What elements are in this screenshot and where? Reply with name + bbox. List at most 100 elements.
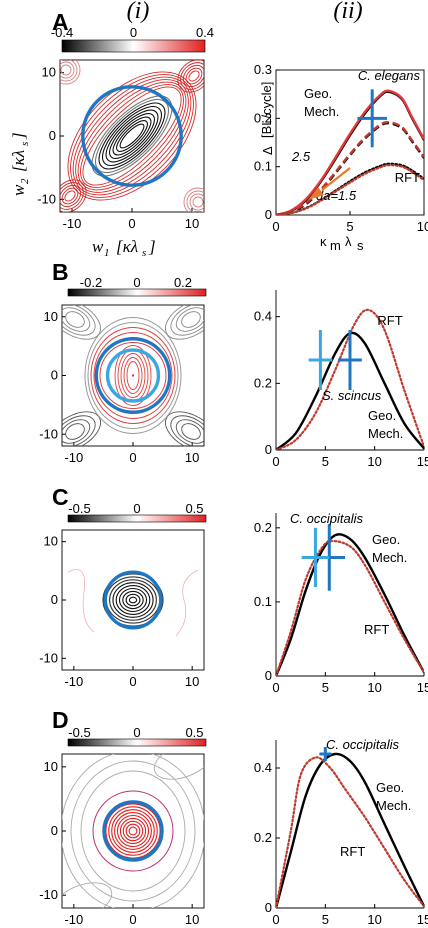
svg-text:]: ] xyxy=(148,237,156,256)
annotation-label: RFT xyxy=(340,844,365,859)
contour-line xyxy=(61,187,79,205)
center-dot xyxy=(131,374,135,377)
y-tick-label: -10 xyxy=(39,650,58,665)
contour-line xyxy=(122,820,144,842)
contour-field xyxy=(60,60,204,212)
contour-line xyxy=(185,67,203,85)
svg-text:[κλ: [κλ xyxy=(116,237,138,256)
series-line xyxy=(276,308,424,450)
contour-line xyxy=(181,311,201,328)
contour-line xyxy=(62,754,204,908)
contour-line xyxy=(62,419,91,444)
contour-line xyxy=(175,569,199,637)
contour-line xyxy=(119,817,147,845)
colorbar-tick-label: 0.5 xyxy=(185,725,203,740)
series-group xyxy=(276,533,424,676)
series-group xyxy=(276,89,424,215)
gait-circle xyxy=(94,337,172,414)
colorbar-tick-label: 0 xyxy=(133,725,140,740)
contour-line xyxy=(62,305,96,336)
x-tick-label: 5 xyxy=(322,680,329,695)
contour-line xyxy=(65,311,85,328)
gait-circle xyxy=(103,570,163,630)
column-header-i: (i) xyxy=(127,0,150,24)
contour-field xyxy=(62,305,204,446)
svg-text:2: 2 xyxy=(19,178,31,184)
y-tick-label: 0 xyxy=(265,207,272,222)
contour-line xyxy=(87,322,179,429)
svg-text:κ: κ xyxy=(320,234,327,249)
series-line xyxy=(276,120,424,215)
y-tick-label: 0.2 xyxy=(254,830,272,845)
x-tick-label: 10 xyxy=(367,680,381,695)
y-tick-label: 0 xyxy=(265,900,272,915)
contour-line xyxy=(120,353,146,398)
panel-a-right-xlabel: κ m λ s xyxy=(320,234,364,253)
contour-line xyxy=(118,587,148,613)
contour-line xyxy=(62,415,96,446)
y-tick-label: 0.3 xyxy=(254,62,272,77)
contour-line xyxy=(98,102,166,170)
x-tick-label: -10 xyxy=(63,216,82,231)
contour-line xyxy=(175,419,204,444)
annotation-label: Mech. xyxy=(372,550,407,565)
y-tick-label: 10 xyxy=(42,65,56,80)
contour-line xyxy=(70,760,196,902)
contour-line xyxy=(60,60,78,82)
svg-text:w: w xyxy=(92,237,104,256)
gait-circle xyxy=(105,348,161,403)
y-tick-label: 0.2 xyxy=(254,520,272,535)
contour-line xyxy=(60,184,82,208)
contour-line xyxy=(115,585,151,615)
contour-line xyxy=(109,579,157,621)
annotation-label: Mech. xyxy=(376,798,411,813)
series-line xyxy=(276,756,424,908)
panel-a-ylabel: w 2 [κλ s ] xyxy=(9,132,31,196)
panel-label-c: C xyxy=(52,484,69,510)
contour-line xyxy=(72,76,192,196)
x-tick-label: 10 xyxy=(417,219,428,234)
x-tick-label: 10 xyxy=(367,454,381,469)
y-tick-label: 0 xyxy=(51,823,58,838)
contour-line xyxy=(105,803,161,859)
colorbar-tick-label: 0 xyxy=(130,25,137,40)
contour-line xyxy=(112,116,152,156)
y-tick-label: 0.4 xyxy=(254,309,272,324)
contour-line xyxy=(67,569,95,633)
contour-line xyxy=(165,305,204,340)
svg-text:s: s xyxy=(19,142,31,146)
annotation-label: RFT xyxy=(377,313,402,328)
x-tick-label: 10 xyxy=(185,216,199,231)
species-label: C. occipitalis xyxy=(290,511,363,526)
y-tick-label: 10 xyxy=(44,534,58,549)
contour-line xyxy=(80,770,186,892)
y-tick-label: 0 xyxy=(265,668,272,683)
contour-line xyxy=(183,187,204,212)
y-tick-label: 0.1 xyxy=(254,594,272,609)
series-line xyxy=(276,164,424,215)
contour-line xyxy=(128,596,138,604)
svg-text:[κλ: [κλ xyxy=(9,150,28,172)
y-tick-label: 0.2 xyxy=(254,110,272,125)
panel-label-d: D xyxy=(52,707,69,733)
contour-line xyxy=(91,95,173,177)
contour-line xyxy=(70,74,194,198)
contour-line xyxy=(114,345,152,406)
panel-a-xlabel: w 1 [κλ s ] xyxy=(92,237,156,259)
x-tick-label: 5 xyxy=(322,912,329,927)
svg-text:s: s xyxy=(357,238,364,253)
contour-line xyxy=(60,179,87,212)
contour-line xyxy=(105,576,161,624)
colorbar xyxy=(61,39,206,53)
contour-line xyxy=(60,60,81,85)
x-tick-label: -10 xyxy=(64,450,83,465)
annotation-label: RFT xyxy=(395,170,420,185)
contour-line xyxy=(189,193,204,211)
svg-text:]: ] xyxy=(9,132,28,140)
contour-line xyxy=(188,70,200,82)
contour-line xyxy=(60,61,75,79)
contour-line xyxy=(175,307,204,332)
annotation-label: RFT xyxy=(364,622,389,637)
contour-line xyxy=(123,357,143,394)
y-tick-label: 10 xyxy=(44,759,58,774)
